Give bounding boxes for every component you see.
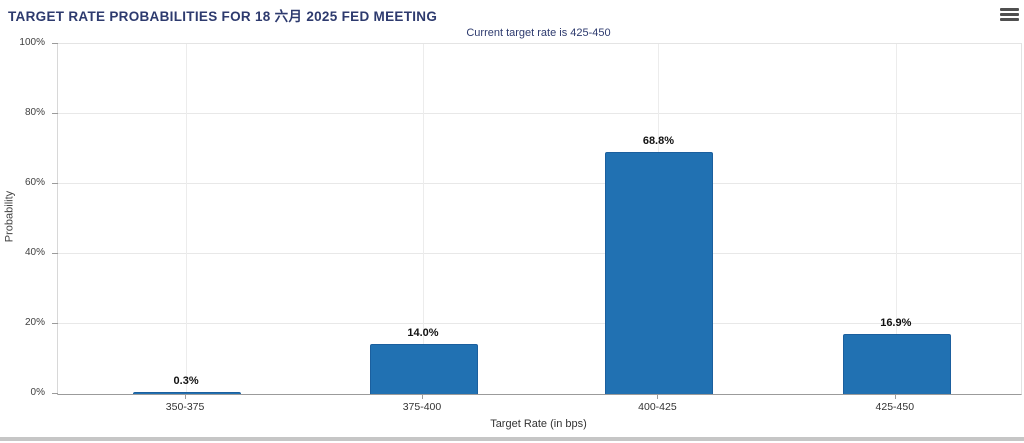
probability-bar[interactable] [369,344,478,394]
bar-value-label: 14.0% [407,327,439,339]
y-axis-tick [52,253,58,254]
plot-area: 0.3% 14.0% 68.8% 16.9% [52,43,1022,395]
y-axis-tick-label: 0% [30,387,45,398]
bar-value-label: 68.8% [642,135,675,147]
gridline-horizontal [58,253,1021,254]
hamburger-menu-icon[interactable] [1000,8,1019,21]
y-axis-tick-label: 100% [19,37,45,48]
y-axis-tick [52,393,58,394]
x-axis: Target Rate (in bps) 350-375 375-400 400-4… [57,394,1020,440]
x-axis-tick [657,394,659,399]
gridline-vertical [186,44,188,394]
y-axis-tick-label: 20% [24,317,45,328]
x-axis-category-label: 375-400 [402,401,442,413]
y-axis-tick [52,323,58,324]
gridline-horizontal [58,113,1021,114]
gridline-horizontal [58,183,1021,184]
bar-value-label: 0.3% [173,375,199,387]
y-axis-tick-label: 60% [24,177,45,188]
gridline-horizontal [58,323,1021,324]
y-axis-tick [52,183,58,184]
x-axis-tick [185,394,187,399]
x-axis-category-label: 400-425 [638,401,677,413]
x-axis-category-label: 350-375 [165,401,205,413]
chart-subtitle: Current target rate is 425-450 [466,27,611,39]
x-axis-category-label: 425-450 [875,401,915,413]
probability-bar[interactable] [842,334,951,394]
y-axis-tick-label: 80% [24,107,45,118]
bottom-divider [0,437,1024,441]
y-axis-tick [52,113,58,114]
bar-value-label: 16.9% [880,317,912,329]
x-axis-title: Target Rate (in bps) [490,418,587,430]
y-axis-tick-labels: 0% 20% 40% 60% 80% 100% [0,38,51,398]
y-axis-tick [52,43,58,44]
gridline-vertical [422,44,424,394]
y-axis-tick-label: 40% [24,247,45,258]
hamburger-bar [1000,13,1019,16]
probability-bar[interactable] [605,152,714,394]
probability-bar[interactable] [133,392,242,394]
hamburger-bar [1000,18,1019,21]
hamburger-bar [1000,8,1019,11]
chart-title: TARGET RATE PROBABILITIES FOR 18 六月 2025… [8,9,438,24]
x-axis-tick [421,394,423,399]
gridline-vertical [895,44,897,394]
x-axis-tick [894,394,896,399]
